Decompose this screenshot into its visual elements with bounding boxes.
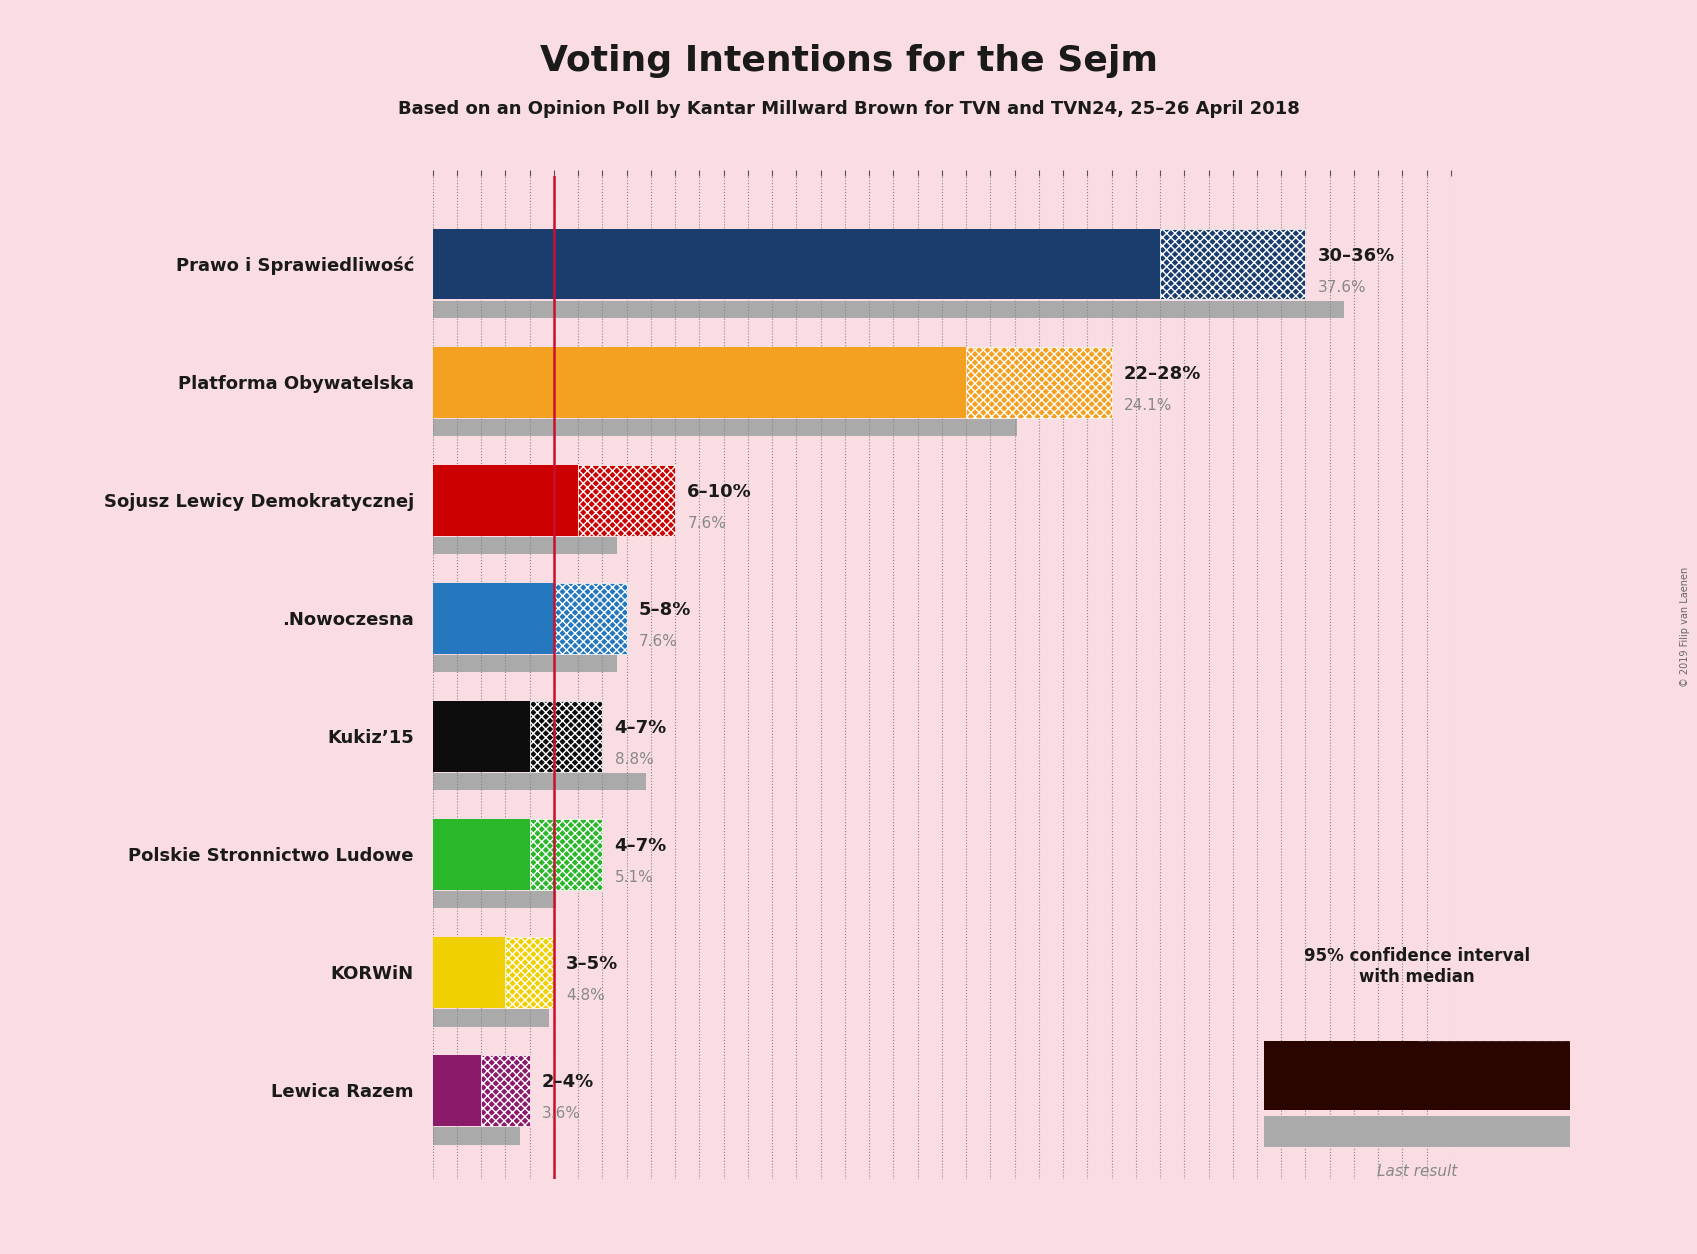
- Bar: [529, 701, 602, 771]
- Text: 95% confidence interval
with median: 95% confidence interval with median: [1303, 947, 1531, 986]
- Text: 24.1%: 24.1%: [1123, 399, 1173, 414]
- Bar: [506, 937, 553, 1008]
- Bar: [433, 701, 529, 771]
- Text: 30–36%: 30–36%: [1317, 247, 1395, 265]
- Bar: [433, 1008, 550, 1027]
- Text: 37.6%: 37.6%: [1317, 280, 1366, 295]
- Text: 4–7%: 4–7%: [614, 719, 667, 737]
- Text: © 2019 Filip van Laenen: © 2019 Filip van Laenen: [1680, 567, 1690, 687]
- Bar: [433, 1055, 482, 1126]
- Bar: [579, 465, 675, 535]
- Bar: [433, 419, 1017, 436]
- Bar: [433, 819, 529, 889]
- Text: 22–28%: 22–28%: [1123, 365, 1201, 382]
- Bar: [433, 655, 618, 672]
- Bar: [433, 772, 647, 790]
- Text: 4–7%: 4–7%: [614, 836, 667, 855]
- Bar: [433, 890, 557, 908]
- Bar: [433, 537, 618, 554]
- Bar: [433, 346, 966, 418]
- Bar: [433, 1127, 519, 1145]
- Text: Last result: Last result: [1376, 1164, 1458, 1179]
- Bar: [433, 228, 1161, 300]
- Text: 7.6%: 7.6%: [638, 635, 677, 650]
- Bar: [433, 583, 553, 653]
- Bar: [1161, 228, 1305, 300]
- Text: 3–5%: 3–5%: [567, 956, 618, 973]
- Bar: [966, 346, 1112, 418]
- Bar: [433, 301, 1344, 319]
- Bar: [433, 937, 506, 1008]
- Text: 3.6%: 3.6%: [541, 1106, 580, 1121]
- Text: 2–4%: 2–4%: [541, 1073, 594, 1091]
- Text: 5–8%: 5–8%: [638, 601, 691, 619]
- Text: Voting Intentions for the Sejm: Voting Intentions for the Sejm: [540, 44, 1157, 78]
- Bar: [433, 465, 579, 535]
- Bar: [1264, 1041, 1417, 1110]
- Text: Based on an Opinion Poll by Kantar Millward Brown for TVN and TVN24, 25–26 April: Based on an Opinion Poll by Kantar Millw…: [397, 100, 1300, 118]
- Text: 6–10%: 6–10%: [687, 483, 752, 500]
- Bar: [553, 583, 626, 653]
- Text: 7.6%: 7.6%: [687, 517, 726, 532]
- Text: 5.1%: 5.1%: [614, 870, 653, 885]
- Bar: [482, 1055, 529, 1126]
- Bar: [1417, 1041, 1570, 1110]
- Text: 4.8%: 4.8%: [567, 988, 604, 1003]
- Bar: [529, 819, 602, 889]
- Text: 8.8%: 8.8%: [614, 752, 653, 767]
